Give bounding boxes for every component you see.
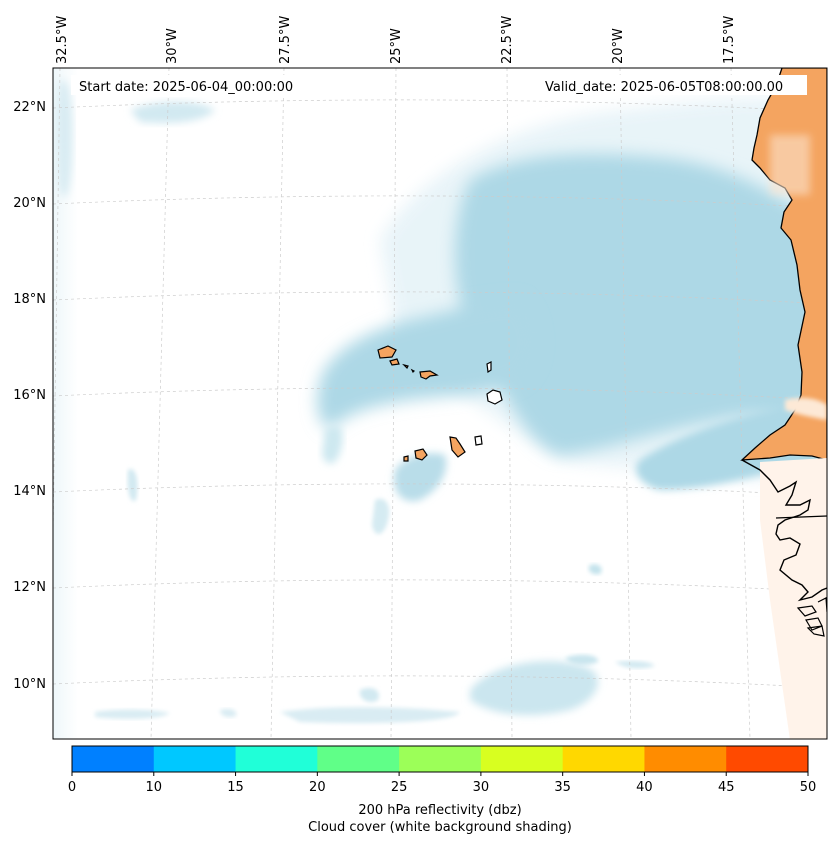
- lat-label: 14°N: [13, 484, 46, 499]
- island-maio: [474, 435, 483, 446]
- start-date-box: Start date: 2025-06-04_00:00:00: [71, 75, 313, 95]
- colorbar-tick-label: 10: [146, 780, 163, 795]
- colorbar-tick-label: 30: [473, 780, 490, 795]
- colorbar-tick-label: 45: [718, 780, 735, 795]
- colorbar-segment: [399, 746, 482, 772]
- island-brava: [403, 455, 409, 462]
- lon-label: 20°W: [611, 28, 626, 64]
- island-sao-vicente: [389, 358, 400, 366]
- island-santo-antao: [377, 345, 397, 359]
- lat-label: 10°N: [13, 677, 46, 692]
- bijagos-islands: [796, 605, 825, 637]
- colorbar-tick-label: 25: [391, 780, 408, 795]
- lat-label: 12°N: [13, 580, 46, 595]
- colorbar-tick-label: 50: [800, 780, 817, 795]
- lon-label: 17.5°W: [722, 16, 737, 64]
- colorbar-tick-label: 20: [309, 780, 326, 795]
- island-fogo: [414, 448, 428, 461]
- graticule: [53, 68, 827, 739]
- map-plot-area: Start date: 2025-06-04_00:00:00 Valid_da…: [53, 68, 827, 739]
- colorbar-segment: [562, 746, 645, 772]
- longitude-labels: 32.5°W 30°W 27.5°W 25°W 22.5°W 20°W 17.5…: [55, 16, 737, 64]
- lon-label: 25°W: [389, 28, 404, 64]
- start-date-label: Start date: 2025-06-04_00:00:00: [79, 80, 293, 95]
- colorbar-segment: [480, 746, 564, 772]
- gambia-border: [775, 515, 827, 519]
- colorbar-segment: [644, 746, 727, 772]
- colorbar-segment: [317, 746, 400, 772]
- colorbar-segment: [72, 746, 155, 772]
- lat-label: 20°N: [13, 196, 46, 211]
- colorbar-segments: [72, 746, 809, 772]
- cape-verde-islands: [377, 345, 503, 462]
- island-santiago: [449, 436, 466, 458]
- lat-label: 16°N: [13, 388, 46, 403]
- colorbar-tick-label: 35: [554, 780, 571, 795]
- colorbar-frame: [71, 745, 809, 773]
- valid-date-box: Valid_date: 2025-06-05T08:00:00.00: [539, 75, 807, 95]
- island-boa-vista: [486, 389, 503, 405]
- lon-label: 22.5°W: [500, 16, 515, 64]
- colorbar-tick-label: 15: [227, 780, 244, 795]
- lat-label: 18°N: [13, 292, 46, 307]
- lon-label: 32.5°W: [55, 16, 70, 64]
- lon-label: 27.5°W: [278, 16, 293, 64]
- cloud-cover-layer: [56, 79, 827, 724]
- lat-label: 22°N: [13, 100, 46, 115]
- valid-date-label: Valid_date: 2025-06-05T08:00:00.00: [545, 80, 783, 95]
- colorbar-segment: [726, 746, 809, 772]
- latitude-labels: 22°N 20°N 18°N 16°N 14°N 12°N 10°N: [13, 100, 46, 692]
- island-sal: [486, 361, 492, 374]
- lon-label: 30°W: [165, 28, 180, 64]
- map-frame: [52, 67, 828, 740]
- colorbar-tick-label: 40: [636, 780, 653, 795]
- colorbar-tick-label: 0: [68, 780, 76, 795]
- colorbar-label-cloud: Cloud cover (white background shading): [308, 820, 572, 835]
- colorbar-label-reflectivity: 200 hPa reflectivity (dbz): [358, 803, 521, 818]
- colorbar: 0 10 15 20 25 30 35 40 45 50 200 hPa reflectivity…: [68, 745, 816, 835]
- colorbar-segment: [235, 746, 318, 772]
- island-sao-nicolau: [419, 370, 439, 380]
- colorbar-ticks: 0 10 15 20 25 30 35 40 45 50: [68, 772, 816, 795]
- guinea-coastline: [741, 459, 827, 602]
- colorbar-segment: [153, 746, 237, 772]
